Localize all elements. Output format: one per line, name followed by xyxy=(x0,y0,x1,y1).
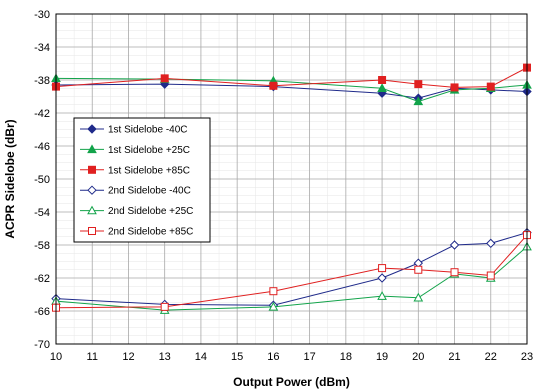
data-point xyxy=(377,291,387,300)
x-tick-label: 14 xyxy=(195,351,207,363)
x-tick-label: 13 xyxy=(159,351,171,363)
x-tick-label: 19 xyxy=(376,351,388,363)
legend-label: 1st Sidelobe +85C xyxy=(108,165,190,176)
x-tick-label: 16 xyxy=(267,351,279,363)
y-tick-label: -70 xyxy=(34,339,50,351)
legend-item: 1st Sidelobe +25C xyxy=(80,144,190,156)
y-tick-label: -66 xyxy=(34,306,50,318)
y-tick-label: -34 xyxy=(34,42,50,54)
x-tick-label: 15 xyxy=(231,351,243,363)
legend-item: 1st Sidelobe +85C xyxy=(80,165,190,176)
y-tick-label: -30 xyxy=(34,9,50,21)
data-point xyxy=(414,265,423,274)
x-tick-label: 12 xyxy=(122,351,134,363)
x-tick-label: 11 xyxy=(87,351,98,363)
data-point xyxy=(269,287,278,296)
x-tick-label: 17 xyxy=(303,351,315,363)
legend: 1st Sidelobe -40C 1st Sidelobe +25C 1st Si… xyxy=(73,117,211,243)
legend-marker xyxy=(87,185,97,195)
x-axis-title: Output Power (dBm) xyxy=(233,375,350,389)
legend-label: 1st Sidelobe -40C xyxy=(108,125,188,136)
data-point xyxy=(269,81,278,90)
x-tick-label: 20 xyxy=(412,351,424,363)
x-tick-label: 18 xyxy=(340,351,352,363)
legend-item: 2nd Sidelobe -40C xyxy=(80,185,191,197)
series-line xyxy=(55,246,528,311)
data-point xyxy=(378,264,387,273)
x-tick-label: 22 xyxy=(485,351,497,363)
data-point xyxy=(449,240,460,250)
legend-item: 1st Sidelobe -40C xyxy=(80,124,188,136)
y-tick-label: -42 xyxy=(34,108,50,120)
data-point xyxy=(486,271,495,280)
data-point xyxy=(450,83,459,92)
data-point xyxy=(377,273,387,283)
y-tick-label: -62 xyxy=(34,273,50,285)
legend-label: 2nd Sidelobe -40C xyxy=(108,186,191,197)
legend-item: 2nd Sidelobe +85C xyxy=(80,227,193,238)
data-point xyxy=(160,302,169,311)
x-tick-label: 10 xyxy=(50,351,62,363)
x-tick-label: 23 xyxy=(521,351,533,363)
data-point xyxy=(414,80,423,89)
legend-item: 2nd Sidelobe +25C xyxy=(80,205,193,217)
legend-marker xyxy=(87,124,97,134)
y-tick-labels: -30 -34 -38 -42 -46 -50 -54 -58 -62 -66 -70 xyxy=(34,9,50,351)
series-line xyxy=(55,83,528,99)
y-tick-label: -54 xyxy=(34,207,50,219)
y-axis-title: ACPR Sidelobe (dBr) xyxy=(3,119,17,238)
series-line xyxy=(55,234,528,309)
y-tick-label: -38 xyxy=(34,75,50,87)
legend-box xyxy=(73,117,211,243)
legend-marker xyxy=(87,144,97,154)
legend-marker xyxy=(87,205,97,215)
data-point xyxy=(413,292,424,302)
data-point xyxy=(450,268,459,277)
x-tick-labels: 10 11 12 13 14 15 16 17 18 19 20 21 22 23 xyxy=(50,351,533,363)
y-tick-label: -50 xyxy=(34,174,50,186)
x-tick-label: 21 xyxy=(448,351,460,363)
legend-marker xyxy=(88,227,96,235)
y-tick-label: -58 xyxy=(34,240,50,252)
legend-marker xyxy=(88,165,96,174)
data-point xyxy=(486,82,495,91)
data-point xyxy=(377,83,387,92)
data-point xyxy=(378,76,387,84)
data-point xyxy=(160,74,169,83)
data-point xyxy=(413,96,424,106)
legend-label: 2nd Sidelobe +85C xyxy=(108,227,193,238)
data-point xyxy=(486,238,496,249)
data-point xyxy=(268,301,279,311)
plot-border xyxy=(55,13,528,345)
legend-label: 2nd Sidelobe +25C xyxy=(108,206,193,217)
y-tick-label: -46 xyxy=(34,141,50,153)
legend-label: 1st Sidelobe +25C xyxy=(108,145,190,156)
series-line xyxy=(55,67,528,88)
